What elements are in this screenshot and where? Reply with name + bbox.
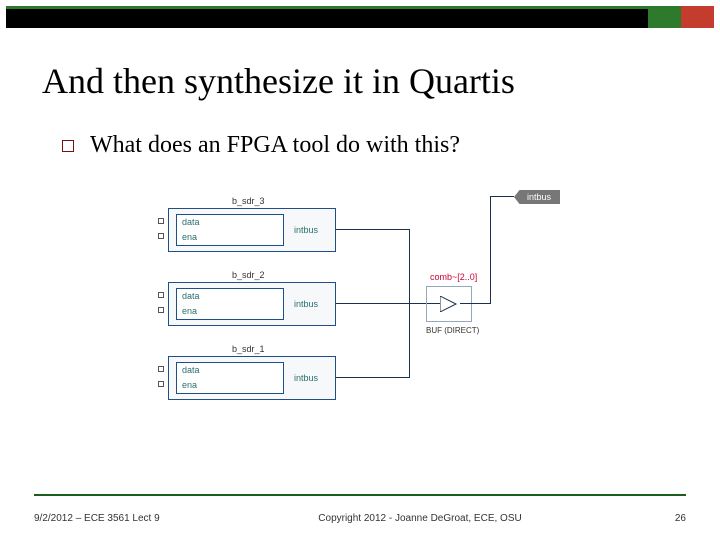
block-label: b_sdr_1 (232, 344, 265, 354)
bullet-text: What does an FPGA tool do with this? (90, 132, 460, 159)
footer-copyright: Copyright 2012 - Joanne DeGroat, ECE, OS… (194, 513, 646, 524)
wire (336, 229, 410, 230)
wire (490, 196, 514, 197)
wire (490, 197, 491, 304)
header-bar (6, 6, 714, 28)
port-label: ena (182, 306, 197, 316)
port-pin (158, 218, 164, 224)
port-label: intbus (294, 299, 318, 309)
header-square (648, 17, 681, 28)
port-pin (158, 307, 164, 313)
block-label: b_sdr_2 (232, 270, 265, 280)
footer-date: 9/2/2012 – ECE 3561 Lect 9 (34, 513, 194, 524)
footer-page-number: 26 (646, 513, 686, 524)
buffer-box (426, 286, 472, 322)
schematic-diagram: b_sdr_3dataenaintbusb_sdr_2dataenaintbus… (140, 190, 580, 440)
footer-rule (34, 494, 686, 496)
port-pin (158, 292, 164, 298)
footer: 9/2/2012 – ECE 3561 Lect 9 Copyright 201… (0, 513, 720, 524)
port-label: intbus (294, 373, 318, 383)
bullet-item: What does an FPGA tool do with this? (62, 132, 460, 159)
header-square (648, 6, 681, 17)
port-label: ena (182, 232, 197, 242)
output-bus-label: intbus (514, 190, 560, 204)
port-pin (158, 233, 164, 239)
buffer-sublabel: BUF (DIRECT) (426, 326, 479, 335)
port-label: data (182, 365, 200, 375)
port-pin (158, 381, 164, 387)
port-pin (158, 366, 164, 372)
port-label: ena (182, 380, 197, 390)
header-square (681, 17, 714, 28)
wire (409, 230, 410, 378)
block-label: b_sdr_3 (232, 196, 265, 206)
slide-title: And then synthesize it in Quartis (42, 60, 515, 102)
wire (336, 377, 410, 378)
port-label: data (182, 217, 200, 227)
bullet-marker (62, 140, 74, 152)
header-squares (648, 6, 714, 28)
port-label: data (182, 291, 200, 301)
header-square (681, 6, 714, 17)
header-main-block (6, 6, 648, 28)
port-label: intbus (294, 225, 318, 235)
buffer-label: comb~[2..0] (430, 272, 477, 282)
wire (336, 303, 410, 304)
wire (460, 303, 490, 304)
